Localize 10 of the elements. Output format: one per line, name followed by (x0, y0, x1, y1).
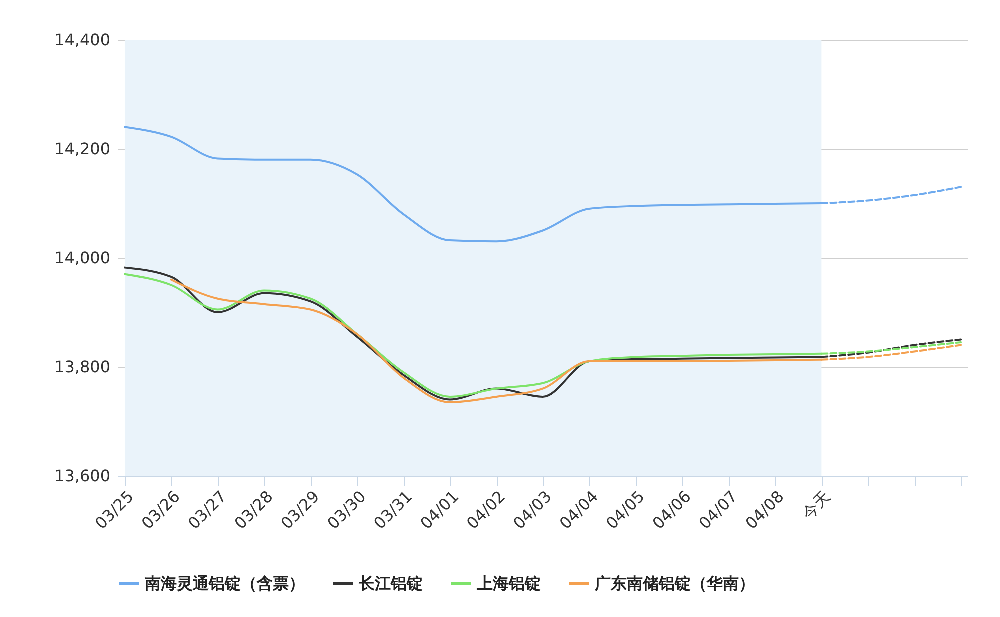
x-tick-label: 今天 (798, 487, 834, 524)
y-tick-label: 14,200 (54, 140, 110, 158)
y-tick-label: 14,000 (54, 248, 110, 268)
legend-label: 长江铝锭 (358, 574, 423, 593)
y-tick-label: 13,600 (54, 466, 110, 486)
y-tick-label: 14,400 (54, 30, 110, 50)
legend-label: 南海灵通铝锭（含票） (144, 574, 305, 593)
legend-label: 广东南储铝锭（华南） (594, 574, 755, 593)
y-tick-label: 13,800 (54, 358, 110, 376)
legend-label: 上海铝锭 (476, 574, 541, 593)
